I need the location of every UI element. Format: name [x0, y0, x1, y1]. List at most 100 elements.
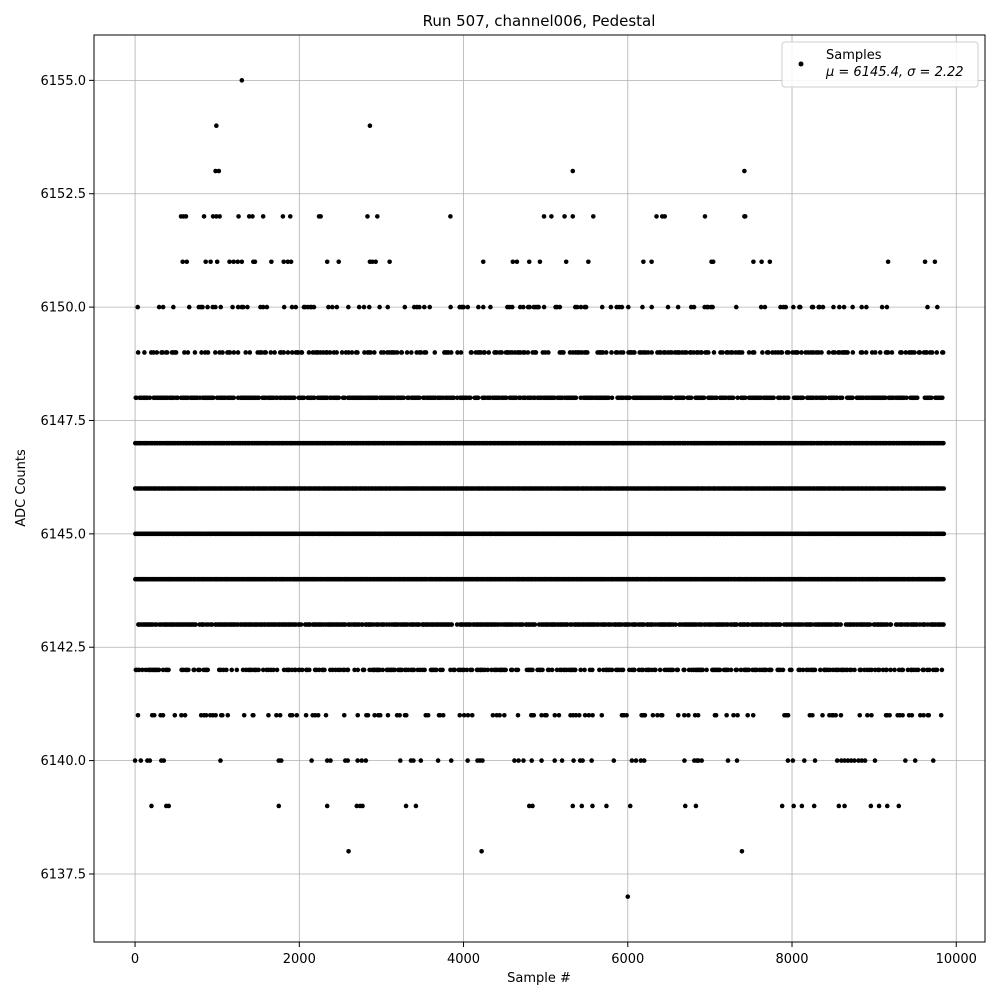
data-point — [397, 712, 402, 718]
data-point — [570, 168, 576, 174]
data-point — [836, 803, 842, 809]
data-point — [682, 758, 687, 763]
data-point — [839, 395, 845, 401]
data-point — [173, 350, 179, 355]
data-point — [812, 758, 818, 763]
data-point — [402, 304, 408, 310]
data-point — [437, 712, 443, 718]
data-point — [785, 758, 791, 763]
data-point — [307, 667, 312, 673]
data-point — [682, 667, 687, 673]
data-point — [556, 712, 562, 718]
data-point — [536, 304, 541, 310]
data-point — [138, 758, 144, 763]
data-point — [392, 667, 397, 673]
y-axis-ticks: 6137.5 6140.0 6142.5 6145.0 6147.5 6150.0 6152… — [41, 74, 94, 882]
data-point — [418, 350, 424, 355]
data-point — [417, 395, 422, 401]
data-point — [440, 667, 445, 673]
data-point — [900, 712, 905, 718]
data-point — [892, 667, 897, 673]
data-point — [271, 667, 276, 673]
data-point — [375, 214, 380, 219]
data-point — [485, 667, 491, 673]
data-point — [276, 803, 282, 809]
data-point — [475, 395, 481, 401]
data-point — [399, 350, 405, 355]
data-point — [161, 758, 167, 763]
data-point — [758, 304, 764, 310]
data-point — [662, 214, 668, 219]
data-point — [205, 350, 211, 355]
data-point — [160, 712, 166, 718]
data-point — [268, 350, 274, 355]
data-point — [135, 350, 141, 355]
data-point — [201, 214, 207, 219]
data-point — [609, 667, 615, 673]
data-point — [132, 758, 138, 763]
data-point — [465, 758, 470, 763]
data-point — [820, 712, 825, 718]
data-point — [940, 395, 945, 401]
data-point — [669, 350, 675, 355]
data-point — [370, 259, 375, 265]
data-point — [632, 667, 637, 673]
data-point — [525, 350, 531, 355]
data-point — [398, 758, 403, 763]
data-point — [768, 667, 774, 673]
data-point — [810, 304, 816, 310]
data-point — [509, 304, 515, 310]
data-point — [681, 712, 687, 718]
data-point — [673, 622, 678, 627]
data-point — [236, 214, 241, 219]
data-point — [544, 712, 549, 718]
data-point — [235, 304, 241, 310]
data-point — [151, 712, 157, 718]
data-point — [324, 259, 330, 265]
data-point — [306, 350, 312, 355]
data-point — [889, 350, 895, 355]
data-point — [235, 350, 241, 355]
data-point — [760, 350, 765, 355]
data-point — [298, 622, 304, 627]
data-point — [160, 304, 166, 310]
data-point — [701, 395, 707, 401]
data-point — [365, 712, 371, 718]
data-point — [272, 350, 277, 355]
x-axis-label: Sample # — [507, 971, 571, 986]
data-point — [603, 350, 609, 355]
data-point — [220, 350, 225, 355]
data-point — [366, 304, 372, 310]
data-point — [510, 259, 516, 265]
data-point — [231, 259, 236, 265]
data-point — [917, 350, 923, 355]
data-point — [327, 350, 333, 355]
data-point — [280, 214, 286, 219]
data-point — [214, 259, 220, 265]
data-point — [464, 667, 470, 673]
data-point — [896, 803, 902, 809]
data-point — [859, 304, 864, 310]
data-point — [579, 803, 585, 809]
data-point — [546, 350, 551, 355]
data-point — [541, 304, 547, 310]
data-point — [288, 259, 294, 265]
data-point — [585, 350, 590, 355]
data-point — [135, 304, 141, 310]
data-point — [590, 667, 595, 673]
data-point — [915, 667, 921, 673]
data-point — [281, 350, 287, 355]
data-point — [842, 758, 847, 763]
data-point — [649, 259, 654, 265]
data-point — [164, 350, 170, 355]
data-point — [260, 304, 266, 310]
data-point — [711, 350, 717, 355]
data-point — [609, 350, 614, 355]
data-point — [256, 395, 262, 401]
data-point — [850, 395, 855, 401]
data-point — [852, 667, 857, 673]
data-point — [925, 304, 930, 310]
data-point — [865, 712, 870, 718]
data-point — [355, 758, 360, 763]
